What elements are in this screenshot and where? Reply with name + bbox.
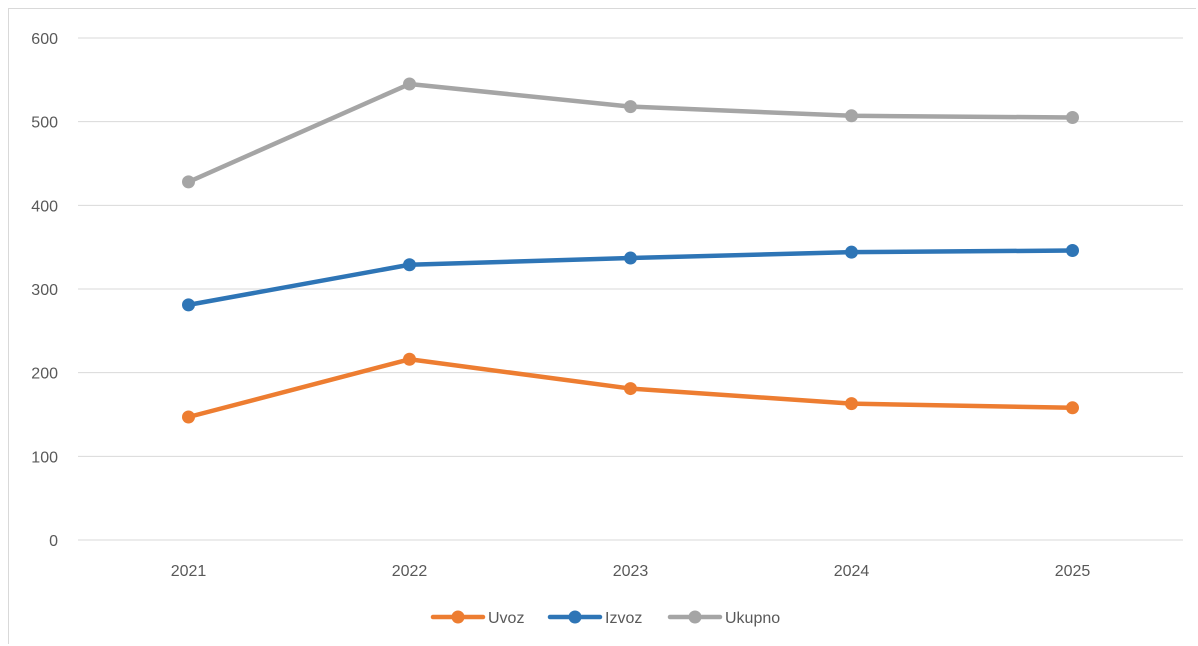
y-tick-label: 0 [49,533,58,550]
data-point-izvoz [1066,244,1079,258]
data-point-izvoz [845,245,858,259]
data-point-ukupno [1066,110,1079,124]
legend-swatch-marker [568,610,582,624]
gridlines [78,37,1183,541]
data-point-uvoz [624,382,637,396]
data-point-ukupno [403,77,416,91]
legend-swatch-marker [688,610,702,624]
data-point-izvoz [182,298,195,312]
data-point-ukupno [845,109,858,123]
y-tick-label: 200 [31,366,58,383]
legend-item-izvoz: Izvoz [547,610,642,627]
x-tick-label: 2025 [1055,563,1091,580]
legend-item-uvoz: Uvoz [430,610,524,627]
legend-swatch-marker [451,610,465,624]
x-tick-label: 2024 [834,563,870,580]
y-tick-label: 600 [31,31,58,48]
data-point-uvoz [403,352,416,366]
y-axis-tick-labels: 0 100 200 300 400 500 600 [31,31,58,550]
series-ukupno [182,77,1079,189]
legend-label: Izvoz [605,610,642,627]
x-tick-label: 2021 [171,563,207,580]
series-izvoz [182,244,1079,312]
legend: Uvoz Izvoz Ukupno [430,610,780,627]
legend-label: Ukupno [725,610,780,627]
data-point-izvoz [403,258,416,272]
legend-item-ukupno: Ukupno [667,610,780,627]
data-point-ukupno [182,175,195,189]
y-tick-label: 400 [31,198,58,215]
y-tick-label: 500 [31,115,58,132]
chart-frame [8,8,1196,644]
x-axis-tick-labels: 2021 2022 2023 2024 2025 [171,563,1091,580]
series-layer [182,77,1079,424]
data-point-uvoz [182,410,195,424]
data-point-uvoz [845,397,858,411]
data-point-izvoz [624,251,637,265]
series-line-ukupno [186,81,1075,185]
y-tick-label: 100 [31,449,58,466]
x-tick-label: 2023 [613,563,649,580]
legend-label: Uvoz [488,610,524,627]
x-tick-label: 2022 [392,563,428,580]
data-point-ukupno [624,100,637,114]
series-uvoz [182,352,1079,424]
y-tick-label: 300 [31,282,58,299]
data-point-uvoz [1066,401,1079,415]
